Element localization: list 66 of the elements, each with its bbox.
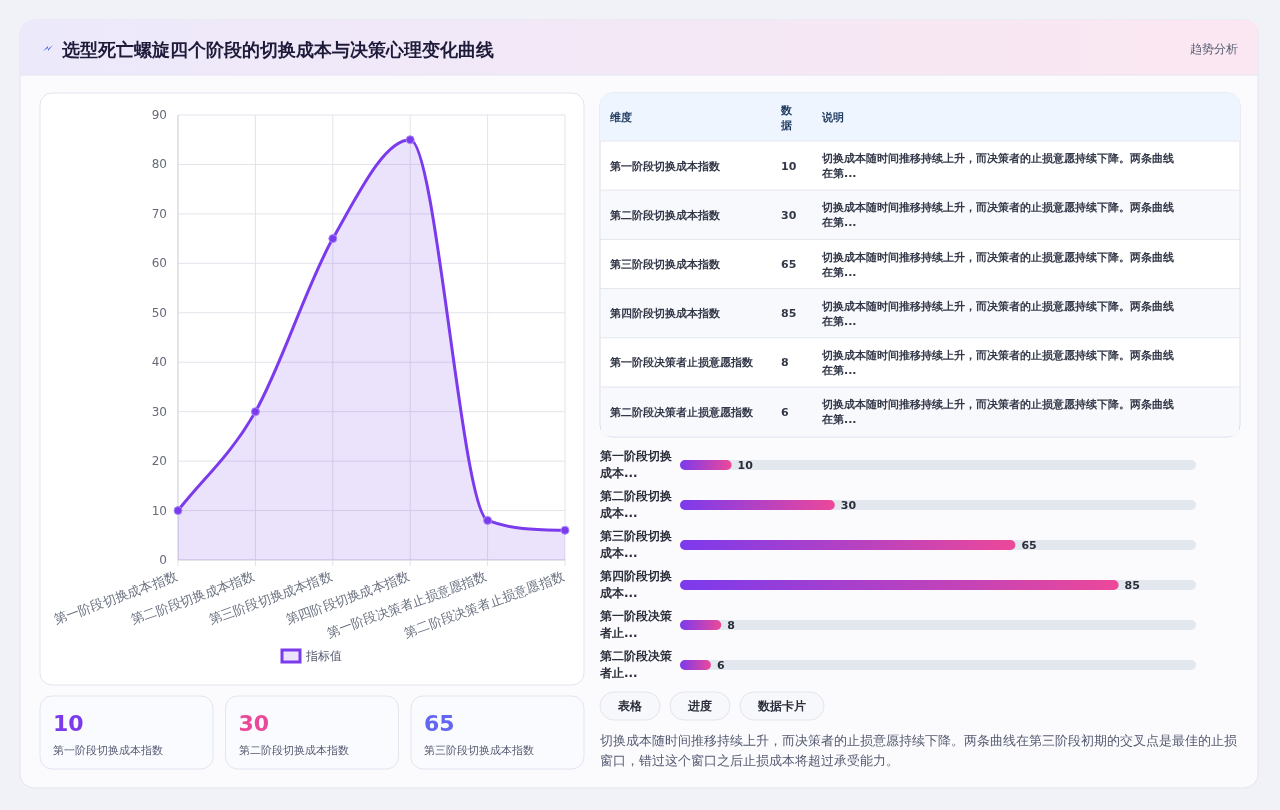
text: 切换成本随时间推移持续上升，而决策者的止损意愿持续下降。两条曲线在第... xyxy=(821,299,1174,328)
data-label: 65 xyxy=(1021,539,1037,552)
text: 切换成本随时间推移持续上升，而决策者的止损意愿持续下降。两条曲线在第... xyxy=(821,348,1174,377)
point xyxy=(405,135,415,145)
data-label: 85 xyxy=(1124,579,1140,592)
chart-title: 选型死亡螺旋四个阶段的切换成本与决策心理变化曲线 xyxy=(61,39,494,60)
text: 第二阶段切换成本指数 xyxy=(238,744,349,757)
y-tick-label: 60 xyxy=(151,256,167,271)
text: 30 xyxy=(238,711,270,736)
y-tick-label: 40 xyxy=(151,355,167,370)
bar xyxy=(680,620,722,630)
text: 第一阶段切换成本指数 xyxy=(609,159,721,173)
text: 数据 xyxy=(780,103,793,132)
text: 切换成本随时间推移持续上升，而决策者的止损意愿持续下降。两条曲线在第... xyxy=(821,250,1174,279)
legend-label: 指标值 xyxy=(305,649,342,663)
y-tick-label: 50 xyxy=(151,305,167,320)
text: 第一阶段决策者止损意愿指数 xyxy=(609,356,754,370)
y-tick-label: 30 xyxy=(151,404,167,419)
y-tick-label: 第三阶段切换成本... xyxy=(599,529,672,560)
text: 第二阶段决策者止损意愿指数 xyxy=(609,405,754,419)
text: 切换成本随时间推移持续上升，而决策者的止损意愿持续下降。两条曲线在第... xyxy=(821,152,1174,181)
y-tick-label: 10 xyxy=(151,503,167,518)
bar xyxy=(680,500,835,510)
y-tick-label: 20 xyxy=(151,454,167,469)
data-label: 10 xyxy=(737,459,754,472)
y-tick-label: 第二阶段决策者止... xyxy=(599,649,673,680)
text: 数据卡片 xyxy=(757,699,806,713)
text: 第三阶段切换成本指数 xyxy=(424,744,534,757)
text: 第三阶段切换成本指数 xyxy=(609,258,721,271)
y-tick-label: 0 xyxy=(159,553,167,567)
text: 10 xyxy=(781,159,797,173)
point xyxy=(560,525,570,535)
text: 第二阶段切换成本指数 xyxy=(609,208,721,222)
point xyxy=(173,506,183,516)
data-label: 30 xyxy=(840,499,857,512)
y-tick-label: 第二阶段切换成本... xyxy=(599,489,672,520)
text: 切换成本随时间推移持续上升，而决策者的止损意愿持续下降。两条曲线在第三阶段初期的交叉点是最佳的止损窗口，错过这个窗口之后止损成本将超过承受能力。 xyxy=(600,733,1237,768)
y-tick-label: 第一阶段决策者止... xyxy=(599,609,673,640)
point xyxy=(483,515,493,525)
text: 10 xyxy=(53,711,84,736)
text: 表格 xyxy=(617,699,643,713)
text: 65 xyxy=(781,258,797,271)
y-tick-label: 第四阶段切换成本... xyxy=(599,569,672,600)
text: 8 xyxy=(781,356,789,370)
data-label: 8 xyxy=(727,619,735,632)
y-tick-label: 80 xyxy=(151,157,167,172)
text: 30 xyxy=(781,208,797,222)
text: 切换成本随时间推移持续上升，而决策者的止损意愿持续下降。两条曲线在第... xyxy=(821,201,1174,230)
point xyxy=(328,234,338,244)
text: 维度 xyxy=(609,111,632,124)
y-tick-label: 70 xyxy=(151,206,167,221)
text: 第一阶段切换成本指数 xyxy=(53,744,163,757)
text: 6 xyxy=(781,405,789,419)
point xyxy=(250,407,260,417)
text: 说明 xyxy=(821,111,844,124)
text: 65 xyxy=(424,711,455,736)
text: 趋势分析 xyxy=(1190,42,1238,56)
y-tick-label: 90 xyxy=(151,108,167,122)
data-label: 6 xyxy=(716,659,725,672)
text: 进度 xyxy=(687,699,712,713)
text: 第四阶段切换成本指数 xyxy=(609,307,721,321)
text: 85 xyxy=(781,307,797,321)
y-tick-label: 第一阶段切换成本... xyxy=(599,449,672,480)
text: 切换成本随时间推移持续上升，而决策者的止损意愿持续下降。两条曲线在第... xyxy=(821,398,1174,427)
bar xyxy=(680,460,732,470)
bar xyxy=(680,660,711,670)
